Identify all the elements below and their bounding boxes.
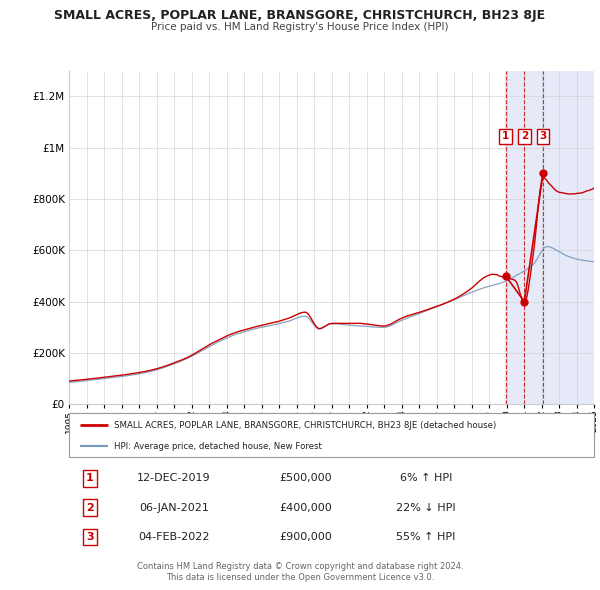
Text: Price paid vs. HM Land Registry's House Price Index (HPI): Price paid vs. HM Land Registry's House … <box>151 22 449 32</box>
Text: £900,000: £900,000 <box>279 532 332 542</box>
Text: 12-DEC-2019: 12-DEC-2019 <box>137 474 211 483</box>
Text: 22% ↓ HPI: 22% ↓ HPI <box>396 503 456 513</box>
Text: 1: 1 <box>86 474 94 483</box>
Text: 3: 3 <box>539 131 547 141</box>
Text: 2: 2 <box>521 131 528 141</box>
Text: £500,000: £500,000 <box>279 474 332 483</box>
FancyBboxPatch shape <box>69 413 594 457</box>
Text: HPI: Average price, detached house, New Forest: HPI: Average price, detached house, New … <box>113 442 322 451</box>
Text: SMALL ACRES, POPLAR LANE, BRANSGORE, CHRISTCHURCH, BH23 8JE: SMALL ACRES, POPLAR LANE, BRANSGORE, CHR… <box>55 9 545 22</box>
Text: Contains HM Land Registry data © Crown copyright and database right 2024.: Contains HM Land Registry data © Crown c… <box>137 562 463 571</box>
Text: 1: 1 <box>502 131 509 141</box>
Text: 55% ↑ HPI: 55% ↑ HPI <box>397 532 455 542</box>
Text: £400,000: £400,000 <box>279 503 332 513</box>
Text: 3: 3 <box>86 532 94 542</box>
Text: 04-FEB-2022: 04-FEB-2022 <box>138 532 210 542</box>
Bar <box>505 71 594 404</box>
Text: 06-JAN-2021: 06-JAN-2021 <box>139 503 209 513</box>
Text: SMALL ACRES, POPLAR LANE, BRANSGORE, CHRISTCHURCH, BH23 8JE (detached house): SMALL ACRES, POPLAR LANE, BRANSGORE, CHR… <box>113 421 496 430</box>
Text: This data is licensed under the Open Government Licence v3.0.: This data is licensed under the Open Gov… <box>166 573 434 582</box>
Text: 6% ↑ HPI: 6% ↑ HPI <box>400 474 452 483</box>
Text: 2: 2 <box>86 503 94 513</box>
